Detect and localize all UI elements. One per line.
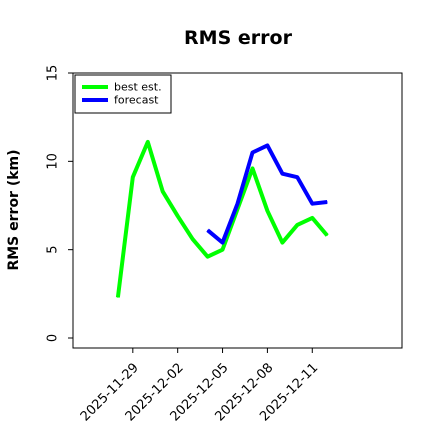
data-point (251, 152, 253, 153)
y-axis: 0 5 10 15 (46, 65, 73, 342)
data-point (326, 201, 328, 203)
data-point (147, 141, 149, 143)
x-axis: 2025-11-292025-12-022025-12-052025-12-08… (78, 348, 321, 424)
data-point (251, 167, 253, 169)
data-point (222, 242, 224, 244)
data-point (266, 144, 268, 146)
data-point (281, 242, 283, 244)
data-point (296, 224, 298, 226)
legend-label: forecast (114, 94, 159, 107)
y-tick-label: 5 (46, 246, 61, 254)
data-point (281, 173, 283, 175)
series-layer (115, 139, 329, 298)
data-point (117, 296, 119, 298)
y-tick-label: 0 (46, 334, 61, 342)
data-point (132, 176, 134, 178)
data-point (192, 238, 194, 240)
y-axis-label: RMS error (km) (6, 149, 22, 270)
series-line-forecast (206, 143, 328, 245)
data-point (326, 235, 328, 237)
legend-label: best est. (114, 81, 162, 94)
data-point (311, 203, 313, 205)
series-line-best-est (115, 139, 329, 298)
data-point (207, 229, 209, 231)
data-point (207, 256, 209, 258)
data-point (296, 176, 298, 178)
y-tick-label: 15 (46, 65, 61, 82)
data-point (237, 203, 238, 205)
data-point (266, 210, 268, 212)
data-point (162, 190, 164, 192)
chart-title: RMS error (184, 27, 293, 49)
plot-frame (72, 72, 403, 349)
legend: best est.forecast (74, 74, 172, 114)
y-tick-label: 10 (46, 153, 61, 170)
legend-box (74, 74, 172, 114)
data-point (222, 249, 224, 251)
data-point (177, 215, 179, 217)
data-point (311, 217, 313, 219)
plot-area (72, 72, 403, 349)
